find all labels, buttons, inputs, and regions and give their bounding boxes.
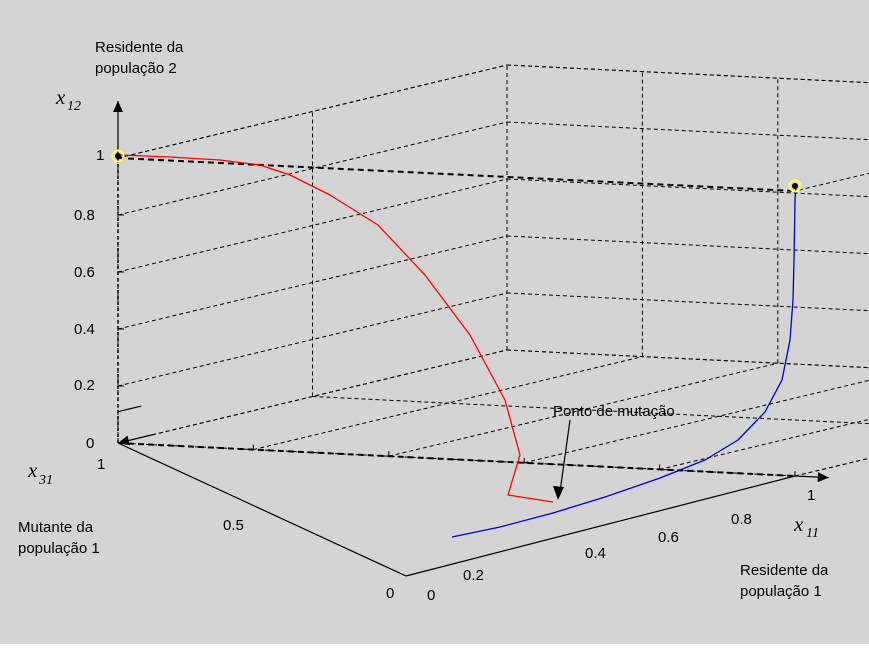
x12-tick-label: 0.4 bbox=[74, 321, 95, 338]
x11-axis-subscript: 11 bbox=[806, 526, 819, 541]
x31-axis-symbol: x bbox=[27, 458, 38, 482]
endpoint-marker-dot bbox=[792, 183, 798, 189]
x11-tick-label: 1 bbox=[807, 487, 815, 504]
x12-tick-label: 0 bbox=[86, 435, 94, 452]
x31-axis-label-line-1: Mutante da bbox=[18, 519, 94, 536]
x11-axis-symbol: x bbox=[793, 512, 804, 536]
x31-tick-label: 0 bbox=[386, 585, 394, 602]
x12-axis-symbol: x bbox=[55, 85, 66, 109]
x11-tick-label: 0.6 bbox=[658, 529, 679, 546]
x31-axis-subscript: 31 bbox=[38, 473, 53, 488]
x31-tick-label: 0.5 bbox=[223, 517, 244, 534]
x11-axis-label-line-1: Residente da bbox=[740, 562, 829, 579]
x12-tick-label: 0.6 bbox=[74, 264, 95, 281]
x11-tick-label: 0.8 bbox=[731, 511, 752, 528]
x12-axis-label-line-1: Residente da bbox=[95, 39, 184, 56]
x11-tick-label: 0.2 bbox=[463, 567, 484, 584]
x12-tick-label: 0.8 bbox=[74, 207, 95, 224]
x31-axis-label-line-2: população 1 bbox=[18, 540, 100, 557]
mutation-point-label: Ponto de mutação bbox=[553, 403, 675, 420]
x11-tick-label: 0 bbox=[427, 587, 435, 604]
x12-tick-label: 1 bbox=[96, 147, 104, 164]
x12-axis-label-line-2: população 2 bbox=[95, 60, 177, 77]
x31-tick-label: 1 bbox=[97, 456, 105, 473]
endpoint-marker-dot bbox=[115, 153, 121, 159]
x11-tick-label: 0.4 bbox=[585, 545, 606, 562]
x11-axis-label-line-2: população 1 bbox=[740, 583, 822, 600]
x12-axis-subscript: 12 bbox=[67, 99, 81, 114]
x12-tick-label: 0.2 bbox=[74, 377, 95, 394]
